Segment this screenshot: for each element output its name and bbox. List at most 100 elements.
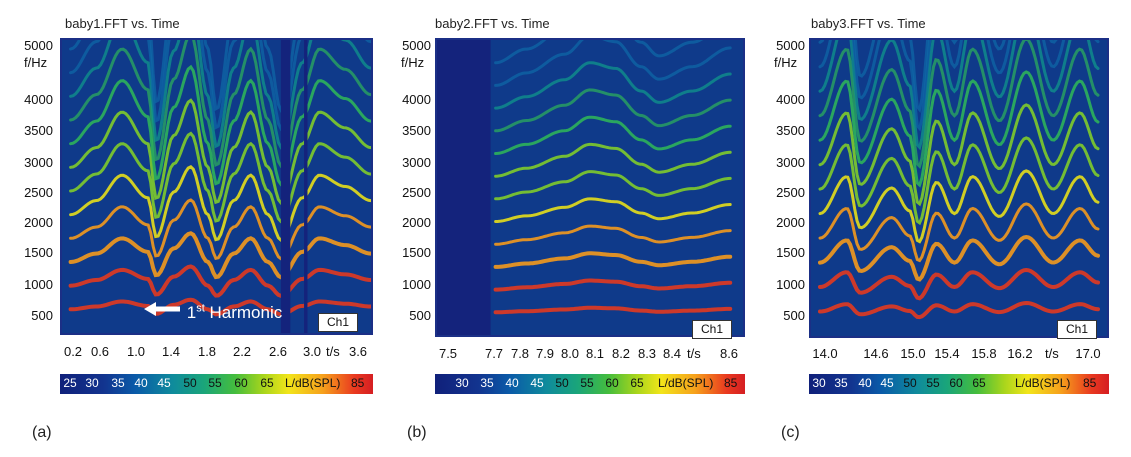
- silence-gap: [280, 40, 291, 333]
- channel-label: Ch1: [692, 320, 733, 339]
- y-tick: 1500: [776, 245, 805, 260]
- harmonic-band: [494, 115, 732, 155]
- x-tick: 8.4: [662, 346, 682, 361]
- x-tick: 7.7: [484, 346, 504, 361]
- colorbar-tick: 45: [157, 376, 171, 390]
- colorbar-tick: 35: [834, 376, 848, 390]
- colorbar-tick: 30: [812, 376, 826, 390]
- x-tick: 0.6: [90, 344, 110, 359]
- colorbar-tick: 35: [480, 376, 494, 390]
- y-tick: 1000: [402, 277, 431, 292]
- colorbar-tick: 55: [208, 376, 222, 390]
- y-tick: 3500: [24, 123, 53, 138]
- harmonic-band: [69, 40, 296, 113]
- harmonic-band: [494, 61, 732, 110]
- colorbar-tick: 45: [530, 376, 544, 390]
- colorbar-tick: 35: [111, 376, 125, 390]
- harmonic-band: [818, 234, 1100, 282]
- x-tick: 15.4: [934, 346, 960, 361]
- colorbar-tick: 45: [880, 376, 894, 390]
- x-tick: 3.0: [302, 344, 322, 359]
- spectrogram-plot: [60, 38, 373, 335]
- colorbar-tick: 55: [580, 376, 594, 390]
- harmonic-band: [494, 142, 732, 178]
- y-tick: 3000: [24, 155, 53, 170]
- y-tick: 3000: [402, 155, 431, 170]
- harmonic-band: [68, 297, 371, 317]
- y-tick: 5000: [776, 38, 805, 53]
- harmonic-band: [494, 170, 732, 201]
- harmonic-band: [68, 264, 371, 298]
- harmonic-band: [818, 40, 1100, 151]
- harmonic-band: [818, 40, 1058, 113]
- colorbar-tick: 40: [858, 376, 872, 390]
- colorbar-tick: 50: [555, 376, 569, 390]
- x-tick: 1.0: [126, 344, 146, 359]
- harmonic-band: [818, 40, 1100, 132]
- y-tick: 2000: [776, 215, 805, 230]
- panel-c: baby3.FFT vs. Time f/Hz 5000 4000 3500 3…: [754, 0, 1131, 457]
- colorbar-tick: 65: [630, 376, 644, 390]
- y-tick: 2000: [402, 215, 431, 230]
- colorbar-tick: 50: [183, 376, 197, 390]
- y-tick: 1000: [24, 277, 53, 292]
- harmonic-band: [818, 169, 1100, 244]
- y-tick: 1000: [776, 277, 805, 292]
- y-tick: 3500: [776, 123, 805, 138]
- y-tick: 500: [783, 308, 805, 323]
- x-tick: 1.4: [161, 344, 181, 359]
- x-tick-last: 8.6: [719, 346, 739, 361]
- spectrogram-plot: [809, 38, 1109, 338]
- x-tick: 14.6: [863, 346, 889, 361]
- y-tick: 3500: [402, 123, 431, 138]
- x-tick: 2.6: [268, 344, 288, 359]
- y-tick: 5000: [402, 38, 431, 53]
- panel-label: (c): [781, 424, 800, 441]
- harmonic-band: [493, 305, 733, 315]
- y-tick: 4000: [776, 92, 805, 107]
- y-tick: 4000: [24, 92, 53, 107]
- harmonic-band: [818, 136, 1100, 226]
- y-tick: 500: [31, 308, 53, 323]
- x-axis-unit: t/s: [687, 346, 701, 361]
- colorbar-max: 85: [351, 376, 365, 390]
- y-tick: 4000: [402, 92, 431, 107]
- x-tick: 7.8: [510, 346, 530, 361]
- colorbar-tick: 60: [949, 376, 963, 390]
- harmonic-annotation: 1st Harmonic: [142, 300, 282, 323]
- colorbar-tick: 40: [134, 376, 148, 390]
- colorbar-tick: 30: [85, 376, 99, 390]
- harmonic-band: [69, 98, 371, 205]
- harmonic-band: [818, 267, 1100, 301]
- colorbar: 30 35 40 45 50 55 60 65 L/dB(SPL) 85: [435, 374, 745, 394]
- panel-b: baby2.FFT vs. Time f/Hz 5000 4000 3500 3…: [377, 0, 754, 457]
- harmonic-band: [494, 224, 732, 246]
- x-tick: 8.1: [585, 346, 605, 361]
- annotation-base: 1: [186, 303, 197, 322]
- harmonic-band: [69, 164, 371, 242]
- panel-title: baby1.FFT vs. Time: [65, 16, 180, 31]
- harmonic-band: [494, 197, 732, 223]
- colorbar: 25 30 35 40 45 50 55 60 65 L/dB(SPL) 85: [60, 374, 373, 394]
- colorbar-max: 85: [1083, 376, 1097, 390]
- harmonic-band: [69, 64, 371, 187]
- x-tick-last: 3.6: [348, 344, 368, 359]
- harmonic-band: [494, 88, 732, 133]
- x-tick: 1.8: [197, 344, 217, 359]
- x-tick: 0.2: [63, 344, 83, 359]
- x-tick: 2.2: [232, 344, 252, 359]
- harmonic-band: [818, 40, 1100, 170]
- panel-label: (b): [407, 424, 427, 441]
- colorbar-unit: L/dB(SPL): [658, 376, 714, 390]
- y-tick: 3000: [776, 155, 805, 170]
- y-tick: 2500: [776, 185, 805, 200]
- colorbar-tick: 25: [63, 376, 77, 390]
- annotation-sup: st: [196, 302, 205, 315]
- x-tick: 15.0: [900, 346, 926, 361]
- panel-label: (a): [32, 424, 52, 441]
- x-tick: 8.3: [637, 346, 657, 361]
- spectrogram-svg: [62, 40, 371, 333]
- x-tick: 15.8: [971, 346, 997, 361]
- x-tick: 8.0: [560, 346, 580, 361]
- colorbar-max: 85: [724, 376, 738, 390]
